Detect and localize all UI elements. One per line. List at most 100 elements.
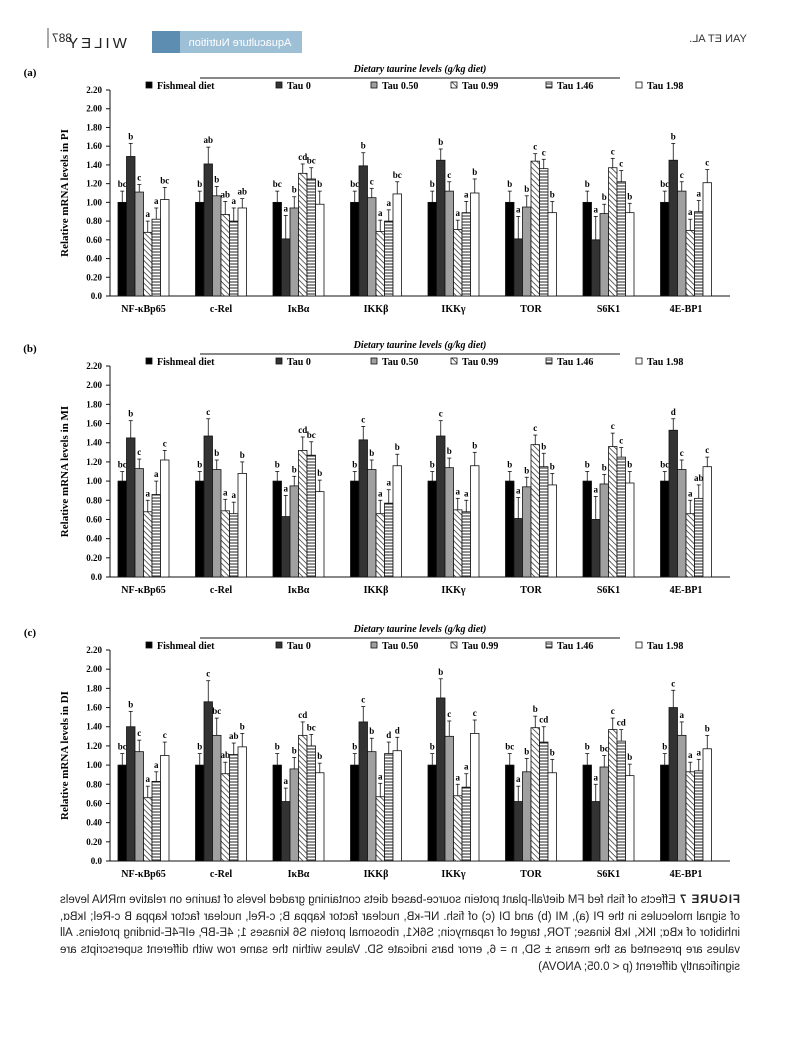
publisher-logo: WILEY [65,35,127,52]
significance-letter: b [438,667,443,677]
bar [694,497,704,578]
bar [453,229,463,297]
bar [660,480,670,578]
significance-letter: b [395,442,400,452]
significance-letter: b [507,179,512,189]
significance-letter: a [223,487,228,497]
bar [392,193,402,297]
significance-letter: c [542,147,546,157]
panel-label: (a) [24,67,37,79]
significance-letter: a [516,204,521,214]
bar [358,439,368,578]
bar [522,771,532,862]
bar [513,801,523,862]
bar [599,766,609,862]
bar [281,801,291,862]
bar [539,741,549,862]
bar [358,165,368,297]
y-tick-label: 2.00 [86,104,102,114]
significance-letter: b [430,742,435,752]
bar [384,753,394,862]
journal-badge: Aquaculture Nutrition [152,31,302,53]
legend-entry: Tau 0.99 [462,357,498,368]
y-tick-label: 1.20 [86,741,102,751]
significance-letter: cd [298,425,307,435]
legend-swatch [145,357,153,365]
significance-letter: c [137,728,141,738]
y-axis: 0.0 0.20 0.40 0.60 0.80 1.00 1.20 1.40 1.60 1.80 2… [86,361,111,582]
significance-letter: b [369,726,374,736]
bar [582,764,592,862]
significance-letter: b [472,167,477,177]
bar [685,771,695,862]
bar [367,197,377,297]
x-tick-label: IKKγ [441,304,465,315]
significance-letter: c [163,438,167,448]
bar [306,178,316,297]
y-tick-label: 0.80 [86,495,102,505]
y-tick-label: 1.60 [86,703,102,713]
y-tick-label: 1.40 [86,722,102,732]
bar [350,480,360,578]
significance-letter: c [473,708,477,718]
bar [117,764,127,862]
bar [625,775,635,862]
significance-letter: b [430,460,435,470]
significance-letter: c [705,445,709,455]
x-tick-label: TOR [520,304,542,315]
bar [237,746,247,862]
legend-entry: Tau 0.50 [382,81,418,92]
bar [694,211,704,297]
bar [126,437,136,578]
bar [530,160,540,297]
y-tick-label: 0.20 [86,553,102,563]
legend-swatch [450,81,458,89]
bar [539,168,549,297]
significance-letter: c [611,146,615,156]
y-tick-label: 1.00 [86,476,102,486]
significance-letter: a [232,196,237,206]
bar [151,494,161,578]
bar [375,513,385,578]
bar [203,701,213,862]
bar [392,750,402,862]
bar [505,764,515,862]
legend-entry: Tau 1.46 [557,81,593,92]
significance-letter: b [128,131,133,141]
y-tick-label: 1.00 [86,760,102,770]
legend-title: Dietary taurine levels (g/kg diet) [353,64,487,75]
legend-swatch [370,357,378,365]
bar [582,480,592,578]
significance-letter: ab [220,189,230,199]
y-axis: 0.0 0.20 0.40 0.60 0.80 1.00 1.20 1.40 1.60 1.80 2… [86,85,111,301]
bar [272,480,282,578]
x-tick-label: TOR [520,585,542,596]
bar [470,465,480,578]
bar [513,518,523,578]
significance-letter: c [370,176,374,186]
bar [272,764,282,862]
bar [315,772,325,862]
significance-letter: cd [539,715,548,725]
bar [616,740,626,862]
significance-letter: c [611,706,615,716]
significance-letter: a [464,488,469,498]
y-tick-label: 0.0 [91,856,103,866]
y-axis: 0.0 0.20 0.40 0.60 0.80 1.00 1.20 1.40 1.60 1.80 2… [86,645,111,866]
significance-letter: cd [298,710,307,720]
significance-letter: b [541,441,546,451]
bar [289,485,299,578]
bar [444,467,454,578]
bar [375,796,385,862]
bar [591,239,601,297]
legend-entry: Tau 1.46 [557,641,593,652]
bar [117,201,127,297]
bar [608,729,618,862]
bar [660,764,670,862]
bar [702,748,712,862]
legend-entry: Tau 1.98 [647,81,683,92]
bar [195,764,205,862]
significance-letter: c [705,158,709,168]
bar [453,795,463,862]
legend: Dietary taurine levels (g/kg diet) Fishme… [145,340,683,368]
